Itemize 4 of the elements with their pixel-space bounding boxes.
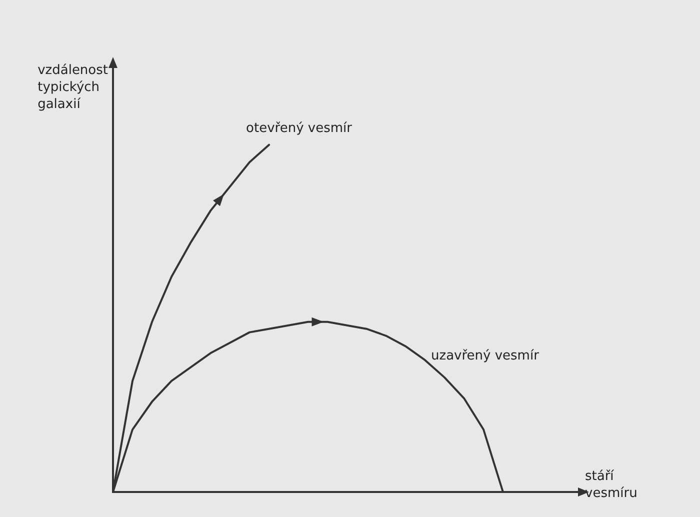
series-label: uzavřený vesmír xyxy=(431,348,540,364)
series-label: otevřený vesmír xyxy=(246,120,353,136)
x-axis-title: stáří vesmíru xyxy=(585,469,638,501)
y-axis-title: vzdálenost typických galaxií xyxy=(38,63,108,112)
